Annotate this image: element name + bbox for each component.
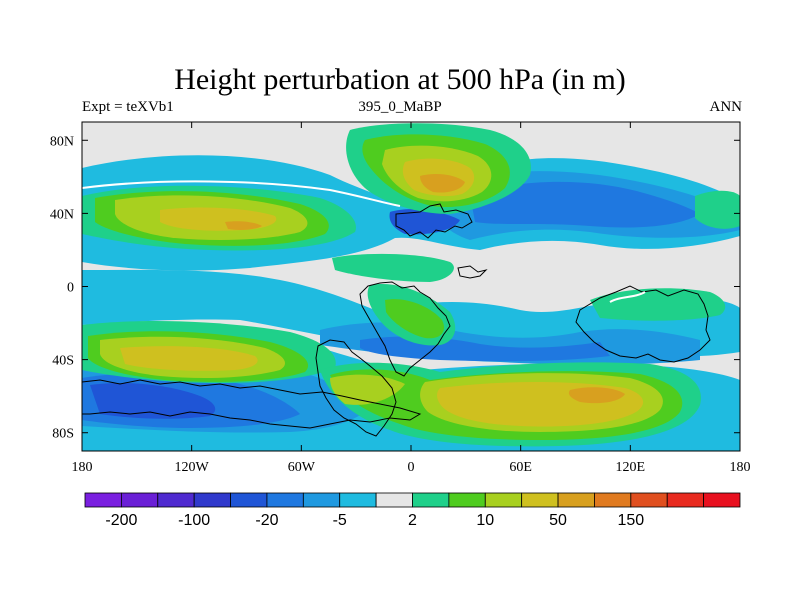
coastline-south-america: [315, 339, 397, 437]
contour-fill-green-teal: [590, 288, 726, 321]
contour-fill-orange: [568, 387, 625, 404]
colorbar-swatch: [666, 492, 705, 508]
contour-fill-green-teal: [332, 253, 454, 282]
x-tick-label: 120E: [616, 460, 646, 475]
contour-fill-green-teal: [695, 190, 740, 229]
coastline-arabia: [457, 265, 488, 279]
contour-fill-orange: [225, 221, 262, 230]
coastlines: [82, 203, 711, 437]
coastline-antarctica: [82, 379, 422, 429]
x-tick-label: 0: [408, 460, 415, 475]
colorbar-label: 10: [476, 512, 494, 529]
colorbar-label: 150: [617, 512, 644, 529]
x-tick-label: 180: [730, 460, 751, 475]
y-axis: 80N 40N 0 40S 80S: [50, 134, 740, 442]
x-tick-label: 60E: [509, 460, 532, 475]
coastline-africa: [359, 281, 451, 377]
coastline-europe-asia: [395, 203, 473, 239]
time-label: 395_0_MaBP: [358, 99, 442, 115]
coastline-australia: [575, 285, 711, 363]
colorbar-label: 2: [408, 512, 417, 529]
colorbar-swatch: [521, 492, 559, 508]
positive-regions: [82, 123, 740, 447]
colorbar-label: -100: [178, 512, 210, 529]
x-tick-label: 180: [72, 460, 93, 475]
colorbar-label: -200: [105, 512, 137, 529]
y-tick-label: 40N: [50, 207, 74, 222]
season-label: ANN: [709, 99, 743, 115]
colorbar-label: -5: [333, 512, 347, 529]
colorbar-swatch: [230, 492, 268, 508]
plot-title: Height perturbation at 500 hPa (in m): [174, 63, 626, 96]
y-tick-label: 0: [67, 281, 74, 296]
zero-contour-line: [609, 291, 646, 303]
colorbar-swatch: [375, 492, 413, 508]
colorbar-swatch: [594, 492, 632, 508]
y-tick-label: 80N: [50, 134, 74, 149]
y-tick-label: 80S: [52, 427, 74, 442]
contour-fill-blue-darkest: [389, 209, 460, 235]
colorbar-swatch: [302, 492, 341, 508]
contour-fill-green: [385, 299, 445, 339]
colorbar-swatch: [266, 492, 304, 508]
x-tick-label: 60W: [288, 460, 316, 475]
colorbar-swatch: [120, 492, 159, 508]
contour-fill-blue-darkest: [90, 383, 216, 419]
y-tick-label: 40S: [52, 354, 74, 369]
colorbar-swatch: [703, 492, 741, 508]
colorbar-swatch: [484, 492, 523, 508]
colorbar-swatch: [557, 492, 595, 508]
colorbar-swatch: [157, 492, 195, 508]
colorbar-swatch: [339, 492, 377, 508]
contour-fill-orange: [420, 174, 465, 193]
colorbar-label: -20: [255, 512, 278, 529]
colorbar-swatch: [630, 492, 668, 508]
colorbar-label: 50: [549, 512, 567, 529]
colorbar-swatch: [412, 492, 450, 508]
colorbar-swatch: [84, 492, 122, 508]
colorbar: -200 -100 -20 -5 2 10 50 150: [84, 492, 741, 529]
zero-contour-line: [82, 180, 401, 207]
contour-fill-yellow: [120, 346, 258, 371]
contour-fill-blue-dark: [470, 181, 700, 228]
colorbar-swatch: [193, 492, 231, 508]
colorbar-swatch: [448, 492, 486, 508]
x-axis: 180 120W 60W 0 60E 120E 180: [72, 122, 751, 475]
map-field: [82, 122, 740, 451]
experiment-label: Expt = teXVb1: [82, 99, 174, 115]
x-tick-label: 120W: [175, 460, 210, 475]
zero-contour-highlights: [82, 180, 646, 303]
